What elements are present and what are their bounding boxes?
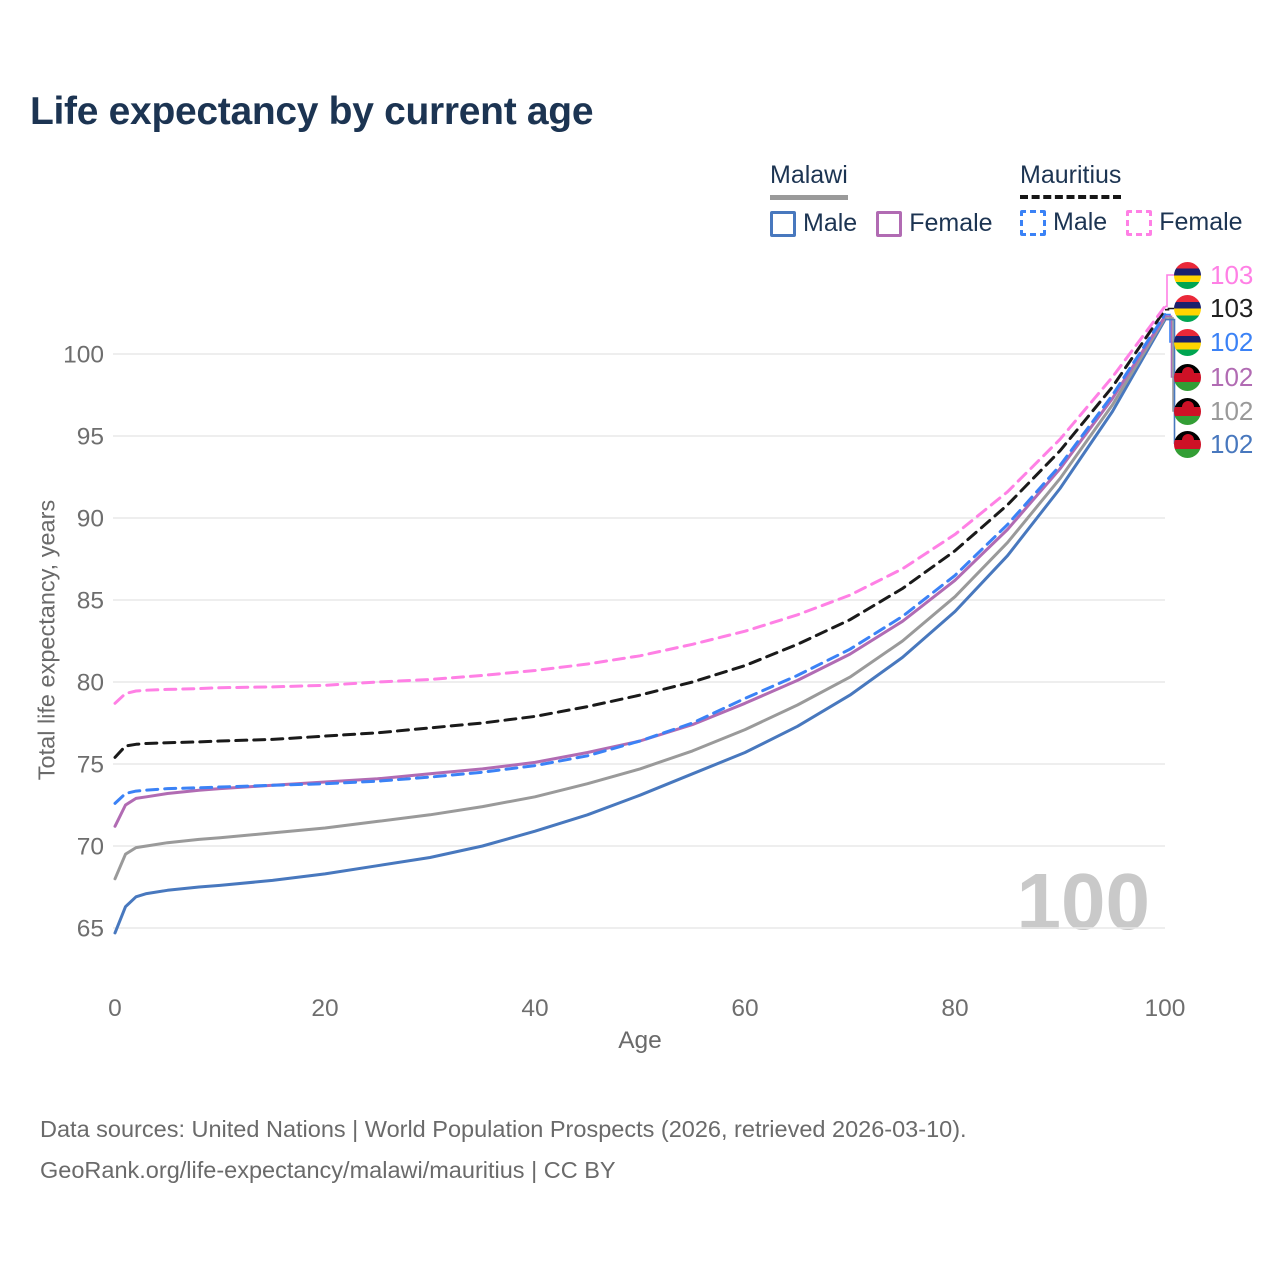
legend-entry-malawi-female[interactable]: Female xyxy=(876,209,993,238)
leader-line-mauritius-female xyxy=(1165,274,1174,308)
x-axis-title: Age xyxy=(618,1027,662,1054)
malawi-female-swatch-icon xyxy=(876,210,903,237)
mauritius-male-swatch-icon xyxy=(1020,209,1046,236)
series-line-malawi-female[interactable] xyxy=(113,314,1167,828)
legend-entry-label: Male xyxy=(1053,208,1108,236)
series-line-mauritius-female[interactable] xyxy=(113,304,1167,705)
end-label-leader-lines xyxy=(1165,274,1176,445)
data-sources: Data sources: United Nations | World Pop… xyxy=(40,1109,967,1191)
x-tick-label: 100 xyxy=(1145,995,1186,1022)
y-tick-label: 75 xyxy=(77,752,104,779)
leader-line-mauritius-total xyxy=(1165,307,1174,311)
gridlines xyxy=(113,353,1165,929)
data-sources-line1: Data sources: United Nations | World Pop… xyxy=(40,1116,967,1142)
legend-entries-mauritius: Male Female xyxy=(1020,208,1243,237)
y-tick-label: 90 xyxy=(77,506,104,533)
line-series xyxy=(113,304,1167,935)
legend-group-malawi: Malawi Male Female xyxy=(770,161,993,238)
y-tick-label: 85 xyxy=(77,588,104,615)
data-sources-line2: GeoRank.org/life-expectancy/malawi/mauri… xyxy=(40,1157,616,1183)
legend-country-mauritius: Mauritius xyxy=(1020,161,1122,199)
y-tick-label: 65 xyxy=(77,916,104,943)
y-tick-label: 80 xyxy=(77,670,104,697)
series-line-mauritius-male[interactable] xyxy=(113,313,1167,805)
x-tick-label: 20 xyxy=(311,995,338,1022)
legend-entry-mauritius-female[interactable]: Female xyxy=(1126,208,1243,237)
series-line-mauritius-total[interactable] xyxy=(113,308,1167,759)
legend-entry-label: Male xyxy=(803,209,858,237)
x-tick-label: 40 xyxy=(521,995,548,1022)
legend-entries-malawi: Male Female xyxy=(770,209,993,238)
series-line-malawi-male[interactable] xyxy=(113,318,1167,935)
y-axis-ticks: 65 70 75 80 85 90 95 100 xyxy=(63,342,104,943)
x-tick-label: 60 xyxy=(731,995,758,1022)
legend-entry-malawi-male[interactable]: Male xyxy=(770,209,857,238)
y-tick-label: 100 xyxy=(63,342,104,369)
leader-line-malawi-total xyxy=(1165,317,1174,412)
series-line-malawi-total[interactable] xyxy=(113,316,1167,881)
legend-group-mauritius: Mauritius Male Female xyxy=(1020,161,1243,237)
mauritius-female-swatch-icon xyxy=(1126,209,1153,236)
y-axis-title: Total life expectancy, years xyxy=(33,499,60,781)
y-tick-label: 95 xyxy=(77,424,104,451)
y-tick-label: 70 xyxy=(77,834,104,861)
legend-entry-label: Female xyxy=(909,209,993,237)
page-title: Life expectancy by current age xyxy=(30,90,594,133)
legend-country-malawi: Malawi xyxy=(770,161,848,200)
x-tick-label: 80 xyxy=(941,995,968,1022)
legend-entry-label: Female xyxy=(1159,208,1243,236)
legend-entry-mauritius-male[interactable]: Male xyxy=(1020,208,1107,237)
x-tick-label: 0 xyxy=(108,995,122,1022)
malawi-male-swatch-icon xyxy=(770,210,796,237)
x-axis-ticks: 0 20 40 60 80 100 xyxy=(108,995,1185,1022)
